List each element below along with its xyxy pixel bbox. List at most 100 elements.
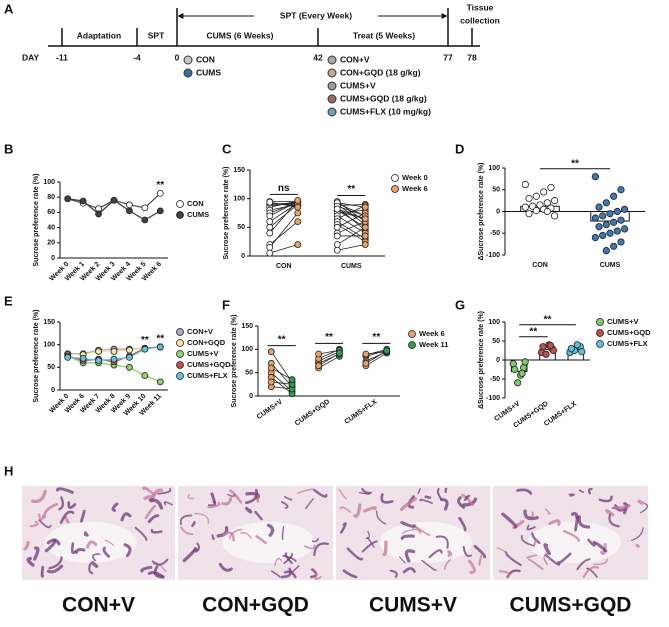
data-point [156,378,164,386]
data-point [362,359,370,367]
tissue-fold [577,515,591,529]
tissue-fold [443,559,452,570]
tissue-fold [70,542,77,555]
tissue-fold [30,520,39,528]
legend-label: Week 0 [402,173,428,182]
significance-label: ns [278,183,290,194]
tissue-fold [280,500,289,509]
tissue-fold [533,538,538,546]
tissue-fold [140,565,153,573]
day-value: 77 [443,52,453,62]
histology-image [22,486,175,580]
pair-line [337,205,366,217]
group-label: CUMS [196,67,221,77]
data-point [361,241,369,248]
x-tick-label: CUMS+V [256,398,284,421]
data-point [141,345,149,353]
tissue-fold [195,542,200,553]
data-point [79,197,87,205]
data-point [606,229,614,237]
data-point [126,363,133,371]
legend-marker [596,329,604,337]
legend-label: CUMS+GQD [187,360,231,369]
y-tick-label: 100 [43,342,55,349]
legend-marker [176,350,184,358]
tissue-fold [157,488,172,495]
group-label: CUMS+GQD (18 g/kg) [340,93,427,103]
data-point [602,199,610,207]
pair-line [337,202,366,208]
tissue-fold [120,512,132,522]
group-label: CUMS+V [340,80,376,90]
data-point [126,207,133,215]
phase-label: CUMS (6 Weeks) [207,30,274,40]
tissue-fold [631,527,644,541]
tissue-fold [340,522,347,534]
group-marker [327,55,337,65]
pair-line [318,355,340,369]
tissue-label: collection [460,15,500,25]
data-point [525,194,533,203]
data-point [525,210,533,218]
tissue-fold [281,525,285,540]
tissue-fold [67,501,77,509]
y-tick-label: 150 [43,319,55,326]
tissue-fold [496,547,508,557]
tissue-fold [194,512,210,524]
data-point [267,378,275,386]
data-point [621,205,629,213]
data-point [546,341,555,350]
tissue-fold [280,567,292,579]
pair-line [337,205,366,220]
y-tick-label: -50 [490,376,500,383]
tissue-fold [151,558,169,566]
tissue-fold [568,493,575,497]
data-point [578,348,586,356]
legend-label: CON+V [187,327,213,336]
tissue-fold [400,520,416,528]
tissue-fold [640,502,649,514]
tissue-fold [23,541,30,551]
tissue-fold [358,491,370,495]
tissue-fold [282,554,297,562]
tissue-fold [311,537,319,543]
y-axis-label: Sucrose preference rate (%) [223,167,230,260]
tissue-fold [613,503,631,510]
tissue-fold [148,498,164,510]
tissue-fold [284,495,293,501]
data-point [126,346,133,354]
y-tick-label: 150 [241,323,253,330]
tissue-fold [38,519,52,529]
panel-letter: D [455,141,464,156]
legend-label: CUMS+FLX [607,339,648,348]
histology-label: CON+V [62,594,135,617]
data-point [621,225,629,233]
tissue-fold [593,558,608,566]
pair-line [337,212,366,228]
y-tick-label: 100 [241,346,253,353]
data-point [333,205,341,213]
data-point [315,362,322,370]
data-point [333,241,341,248]
tissue-fold [436,487,443,501]
histology-label: CUMS+GQD [510,594,632,617]
tissue-fold [221,497,233,506]
tissue-fold [462,545,473,558]
tissue-fold [304,544,316,550]
tissue-fold [42,502,59,519]
pair-line [365,351,387,355]
y-axis-label: Sucrose preference rate (%) [231,315,238,408]
tissue-fold [270,570,281,578]
pair-line [337,208,366,220]
pair-line [271,377,293,394]
data-point [141,204,149,212]
data-point [610,218,618,226]
data-point [266,223,274,231]
histology-image [336,486,490,580]
x-tick-label: CUMS [341,263,362,270]
data-point [540,188,548,196]
data-point [610,242,618,250]
y-tick-label: 100 [488,165,500,172]
